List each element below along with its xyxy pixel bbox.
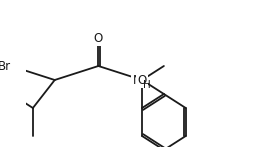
- Text: O: O: [138, 74, 147, 86]
- Text: Br: Br: [0, 60, 11, 72]
- Text: O: O: [94, 31, 103, 45]
- Text: N: N: [132, 74, 141, 86]
- Text: H: H: [143, 80, 151, 90]
